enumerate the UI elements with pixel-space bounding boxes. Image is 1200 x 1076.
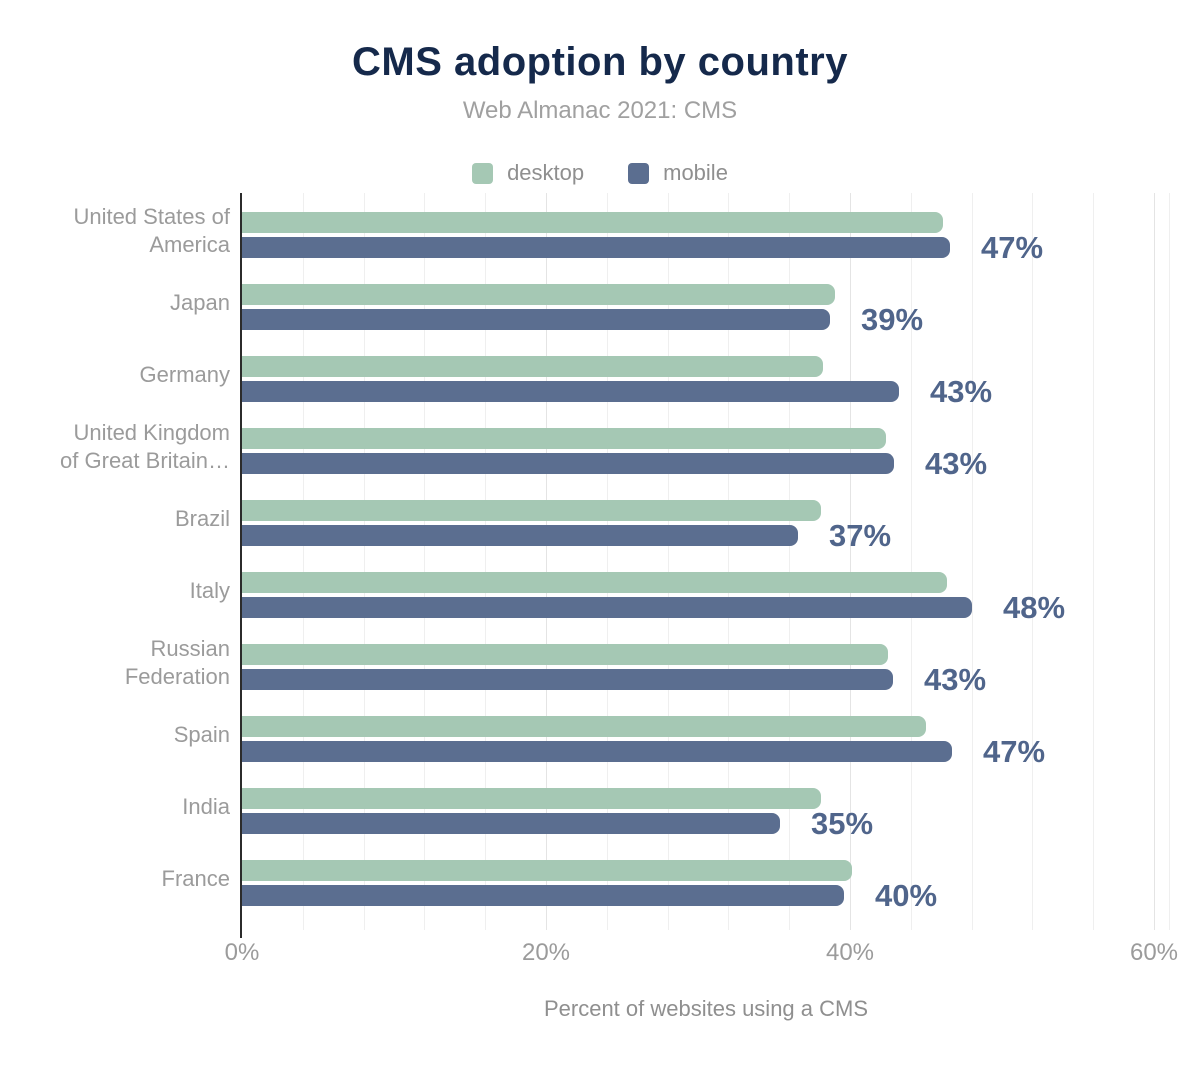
category-label: United States of America — [73, 204, 230, 257]
bar-row-6: Italy 48% — [190, 555, 1170, 627]
gridline-20pct — [546, 193, 547, 930]
bar-row-3: Germany 43% — [140, 339, 1170, 411]
mobile-bar — [242, 597, 972, 618]
desktop-bar — [242, 500, 822, 521]
value-label: 35% — [811, 806, 874, 841]
bar-row-9: India 35% — [182, 771, 1170, 843]
gridline-56pct — [1093, 193, 1094, 930]
desktop-bar — [242, 860, 852, 881]
value-label: 40% — [875, 878, 938, 913]
gridline-16pct — [485, 193, 486, 930]
desktop-bar — [242, 644, 888, 665]
category-label: Germany — [139, 362, 230, 387]
mobile-bar — [242, 885, 844, 906]
desktop-bar — [242, 788, 822, 809]
category-label: Brazil — [174, 506, 230, 531]
x-tick-60%: 60% — [1129, 939, 1179, 966]
legend-item-desktop: desktop — [472, 160, 584, 186]
x-tick-20%: 20% — [521, 939, 571, 966]
gridline-48pct — [972, 193, 973, 930]
category-label: France — [161, 866, 230, 891]
value-label: 43% — [925, 446, 988, 481]
x-axis-ticks: 0% 20% 40% 60% — [225, 938, 1178, 968]
x-tick-0%: 0% — [224, 939, 260, 966]
plot-right-border — [1169, 193, 1170, 930]
legend: desktop mobile — [0, 158, 1200, 188]
legend-label-desktop: desktop — [507, 160, 585, 185]
desktop-bar — [242, 716, 926, 737]
bar-row-5: Brazil 37% — [175, 483, 1170, 555]
desktop-bar — [242, 572, 948, 593]
x-tick-40%: 40% — [825, 939, 875, 966]
bar-row-7: Russian Federation 43% — [125, 627, 1170, 699]
chart-title: CMS adoption by country — [352, 40, 848, 84]
category-label: Japan — [170, 290, 230, 315]
bar-row-10: France 40% — [162, 843, 1170, 915]
gridline-44pct — [911, 193, 912, 930]
mobile-bar — [242, 669, 893, 690]
mobile-bar — [242, 309, 831, 330]
value-label: 47% — [981, 230, 1044, 265]
gridline-12pct — [424, 193, 425, 930]
legend-item-mobile: mobile — [628, 160, 728, 186]
desktop-bar — [242, 356, 823, 377]
bar-row-8: Spain 47% — [174, 699, 1170, 771]
desktop-bar — [242, 284, 835, 305]
gridline-40pct — [850, 193, 851, 930]
gridline-60pct — [1154, 193, 1155, 930]
mobile-bar — [242, 381, 899, 402]
chart-subtitle: Web Almanac 2021: CMS — [462, 97, 738, 124]
mobile-bar — [242, 237, 951, 258]
gridline-24pct — [607, 193, 608, 930]
category-label: India — [182, 794, 230, 819]
category-label: Russian Federation — [124, 636, 230, 689]
mobile-bar — [242, 525, 799, 546]
value-label: 43% — [930, 374, 993, 409]
value-label: 37% — [829, 518, 892, 553]
mobile-swatch-icon — [628, 162, 650, 184]
value-label: 43% — [924, 662, 987, 697]
desktop-bar — [242, 428, 887, 449]
category-label: United Kingdom of Great Britain… — [60, 420, 230, 473]
bar-row-2: Japan 39% — [170, 267, 1170, 339]
y-axis-line — [240, 193, 242, 938]
x-axis-title: Percent of websites using a CMS — [543, 996, 869, 1021]
gridline-8pct — [364, 193, 365, 930]
category-label: Spain — [173, 722, 230, 747]
gridline-36pct — [789, 193, 790, 930]
value-label: 47% — [983, 734, 1046, 769]
value-label: 39% — [861, 302, 924, 337]
gridline-4pct — [303, 193, 304, 930]
bar-row-1: United States of America 47% — [73, 195, 1170, 267]
category-label: Italy — [189, 578, 230, 603]
gridline-52pct — [1032, 193, 1033, 930]
bar-row-4: United Kingdom of Great Britain… 43% — [60, 411, 1170, 483]
desktop-bar — [242, 212, 943, 233]
value-label: 48% — [1003, 590, 1066, 625]
mobile-bar — [242, 741, 952, 762]
legend-label-mobile: mobile — [663, 160, 728, 185]
plot-area: United States of America 47% Japan 39% Germa… — [60, 193, 1170, 938]
mobile-bar — [242, 453, 895, 474]
desktop-swatch-icon — [472, 162, 494, 184]
mobile-bar — [242, 813, 781, 834]
gridline-32pct — [728, 193, 729, 930]
gridline-28pct — [668, 193, 669, 930]
